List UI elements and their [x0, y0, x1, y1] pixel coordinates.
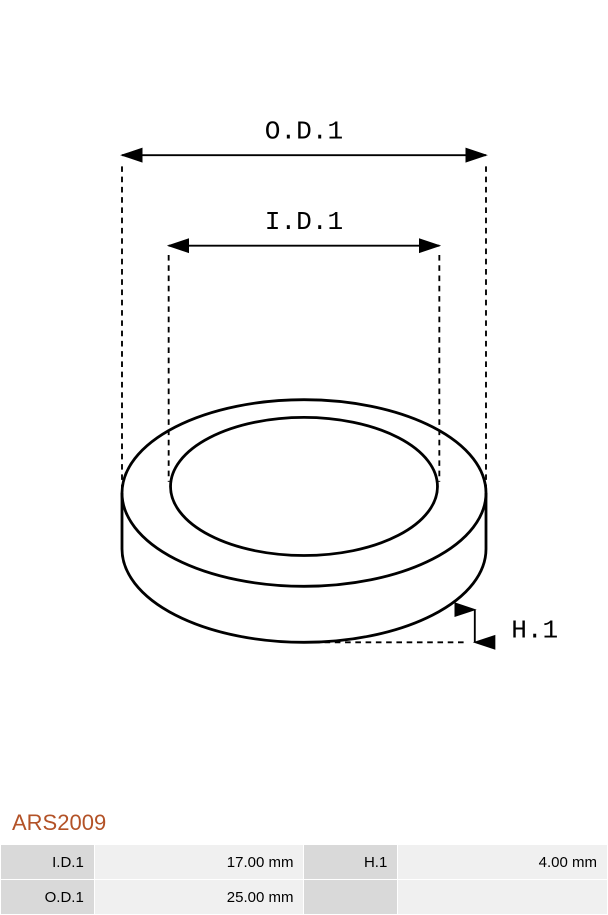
diagram-container: O.D.1 I.D.1 H.1 — [0, 0, 608, 810]
dim-value — [398, 880, 608, 915]
part-number: ARS2009 — [0, 810, 608, 844]
svg-text:O.D.1: O.D.1 — [265, 116, 343, 146]
ring-diagram-svg: O.D.1 I.D.1 H.1 — [24, 20, 584, 770]
dim-value: 4.00 mm — [398, 845, 608, 880]
dim-label: I.D.1 — [1, 845, 95, 880]
dim-value: 25.00 mm — [94, 880, 304, 915]
svg-text:H.1: H.1 — [511, 616, 558, 646]
dim-label — [304, 880, 398, 915]
dim-value: 17.00 mm — [94, 845, 304, 880]
dim-label: O.D.1 — [1, 880, 95, 915]
dim-label: H.1 — [304, 845, 398, 880]
svg-text:I.D.1: I.D.1 — [265, 207, 343, 237]
dimensions-table: I.D.117.00 mmH.14.00 mm O.D.125.00 mm — [0, 844, 608, 915]
